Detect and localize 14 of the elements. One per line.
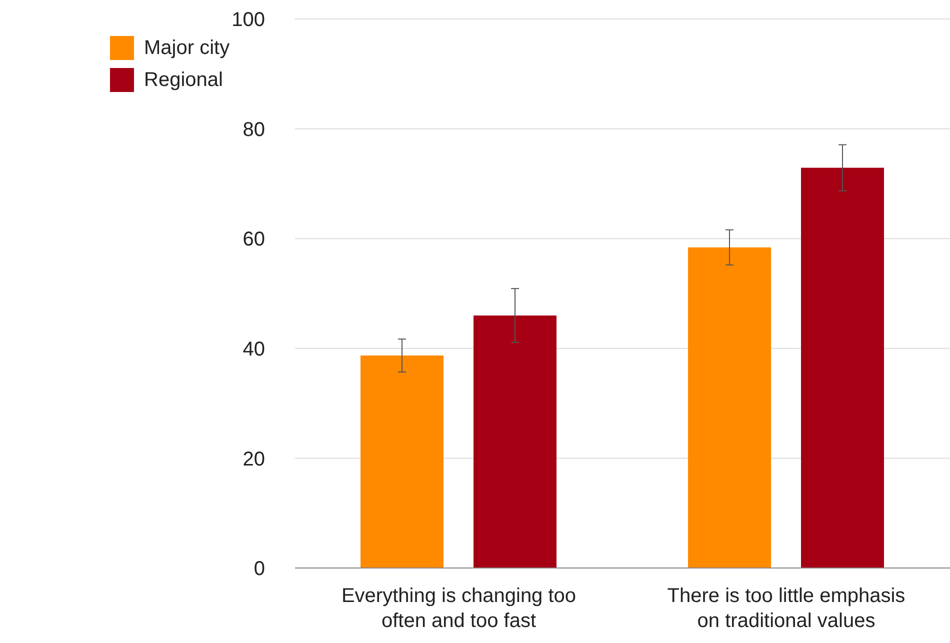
legend-label: Major city [144,36,230,60]
y-tick-label: 0 [254,558,265,580]
y-tick-label: 100 [232,9,265,32]
x-tick-label: There is too little emphasis on traditional values [667,585,906,632]
bar [360,356,444,568]
legend-label: Regional [144,68,223,92]
bar [801,168,884,568]
y-tick-label: 40 [242,338,265,360]
y-tick-label: 80 [242,118,265,141]
x-tick-label: Everything is changing too often and too fast [341,585,576,632]
bar [474,315,556,568]
bar [688,247,771,568]
y-tick-label: 60 [242,228,265,251]
y-tick-label: 20 [242,448,265,470]
